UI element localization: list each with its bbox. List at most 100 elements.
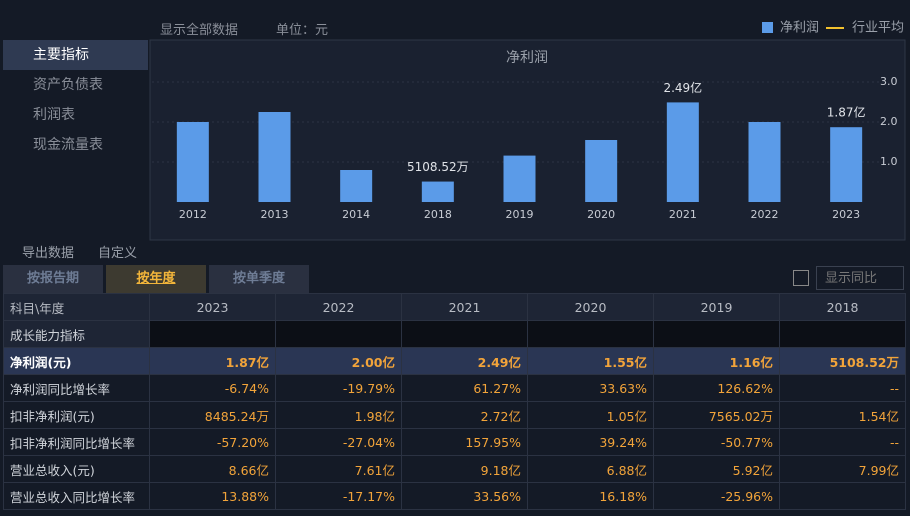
cell: -25.96%: [653, 482, 780, 510]
row-label: 营业总收入(元): [3, 455, 150, 483]
cell: 2020: [527, 293, 654, 321]
tab[interactable]: 按单季度: [209, 265, 309, 293]
menu-item[interactable]: 利润表: [33, 107, 75, 123]
chart-title: 净利润: [506, 50, 548, 66]
cell: 33.56%: [401, 482, 528, 510]
cell: 33.63%: [527, 374, 654, 402]
cell: 2.49亿: [401, 347, 528, 375]
y-tick-label: 1.0: [880, 155, 898, 168]
x-tick-label: 2022: [751, 208, 779, 221]
custom[interactable]: 自定义: [98, 246, 138, 261]
value-label: 5108.52万: [407, 160, 469, 174]
cell: 126.62%: [653, 374, 780, 402]
x-tick-label: 2013: [261, 208, 289, 221]
cell: 16.18%: [527, 482, 654, 510]
x-tick-label: 2019: [506, 208, 534, 221]
bar: [421, 181, 454, 202]
bar: [340, 170, 373, 202]
cell: 5108.52万: [779, 347, 906, 375]
x-tick-label: 2021: [669, 208, 697, 221]
table-row: 营业总收入同比增长率 13.88% -17.17% 33.56% 16.18% -25.9…: [3, 482, 906, 510]
row-label: 净利润(元): [3, 347, 150, 375]
bar: [748, 122, 781, 202]
cell: 2019: [653, 293, 780, 321]
menu-item[interactable]: 资产负债表: [33, 77, 103, 93]
cell: [149, 320, 276, 348]
cell: -50.77%: [653, 428, 780, 456]
cell: 1.98亿: [275, 401, 402, 429]
tab[interactable]: 按报告期: [3, 265, 103, 293]
cell: 1.55亿: [527, 347, 654, 375]
row-label: 净利润同比增长率: [3, 374, 150, 402]
row-label: 营业总收入同比增长率: [3, 482, 150, 510]
row-label: 扣非净利润(元): [3, 401, 150, 429]
cell: 61.27%: [401, 374, 528, 402]
cell: 39.24%: [527, 428, 654, 456]
row-label: 成长能力指标: [3, 320, 150, 348]
table-row: 扣非净利润(元) 8485.24万 1.98亿 2.72亿 1.05亿 7565.02万 1…: [3, 401, 906, 429]
cell: 1.54亿: [779, 401, 906, 429]
cell: -17.17%: [275, 482, 402, 510]
cell: 7.61亿: [275, 455, 402, 483]
cell: --: [779, 428, 906, 456]
x-tick-label: 2023: [832, 208, 860, 221]
cell: 1.16亿: [653, 347, 780, 375]
y-tick-label: 3.0: [880, 75, 898, 88]
x-tick-label: 2020: [587, 208, 615, 221]
cell: 1.87亿: [149, 347, 276, 375]
value-label: 2.49亿: [663, 80, 702, 95]
cell: [779, 482, 906, 510]
legend-swatch: [762, 22, 773, 33]
unit: 单位：元: [276, 23, 329, 38]
cell: [527, 320, 654, 348]
x-tick-label: 2012: [179, 208, 207, 221]
table-row: 净利润同比增长率 -6.74% -19.79% 61.27% 33.63% 126.62%…: [3, 374, 906, 402]
checkbox[interactable]: [793, 270, 809, 286]
cell: 8485.24万: [149, 401, 276, 429]
cell: [653, 320, 780, 348]
y-tick-label: 2.0: [880, 115, 898, 128]
legend-label: 净利润: [780, 21, 819, 36]
cell: -19.79%: [275, 374, 402, 402]
table-row: 营业总收入(元) 8.66亿 7.61亿 9.18亿 6.88亿 5.92亿 7.99亿: [3, 455, 906, 483]
cell: 157.95%: [401, 428, 528, 456]
cell: 2018: [779, 293, 906, 321]
tab[interactable]: 按年度: [106, 265, 206, 293]
cell: 2.00亿: [275, 347, 402, 375]
export[interactable]: 导出数据: [22, 246, 75, 261]
bar: [503, 155, 536, 202]
cell: 5.92亿: [653, 455, 780, 483]
cell: [401, 320, 528, 348]
bar: [176, 122, 209, 202]
menu-item[interactable]: 现金流量表: [33, 137, 103, 153]
yoy-toggle[interactable]: 显示同比: [816, 266, 904, 290]
menu-item[interactable]: 主要指标: [3, 40, 148, 70]
cell: 2021: [401, 293, 528, 321]
cell: 2.72亿: [401, 401, 528, 429]
x-tick-label: 2014: [342, 208, 370, 221]
bar: [258, 112, 291, 202]
chart: 净利润 1.0 2.0 3.0 净利润 行业平均 2012 2013 2014 2018 5108…: [149, 21, 906, 241]
cell: 2022: [275, 293, 402, 321]
bar: [830, 127, 863, 202]
cell: 7.99亿: [779, 455, 906, 483]
x-tick-label: 2018: [424, 208, 452, 221]
value-label: 1.87亿: [827, 105, 866, 120]
show-all[interactable]: 显示全部数据: [160, 23, 239, 38]
cell: 6.88亿: [527, 455, 654, 483]
header-row: 科目\年度 2023 2022 2021 2020 2019 2018: [3, 293, 906, 321]
legend-label: 行业平均: [852, 21, 904, 36]
cell: 1.05亿: [527, 401, 654, 429]
cell: -27.04%: [275, 428, 402, 456]
bar: [666, 102, 699, 202]
cell: [275, 320, 402, 348]
cell: -6.74%: [149, 374, 276, 402]
data-table: 科目\年度 2023 2022 2021 2020 2019 2018 成长能力指标 净利润(元…: [3, 293, 906, 510]
table-row: 扣非净利润同比增长率 -57.20% -27.04% 157.95% 39.24% -50…: [3, 428, 906, 456]
cell: 2023: [149, 293, 276, 321]
bar: [585, 140, 618, 202]
cell: --: [779, 374, 906, 402]
cell: [779, 320, 906, 348]
cell: 9.18亿: [401, 455, 528, 483]
